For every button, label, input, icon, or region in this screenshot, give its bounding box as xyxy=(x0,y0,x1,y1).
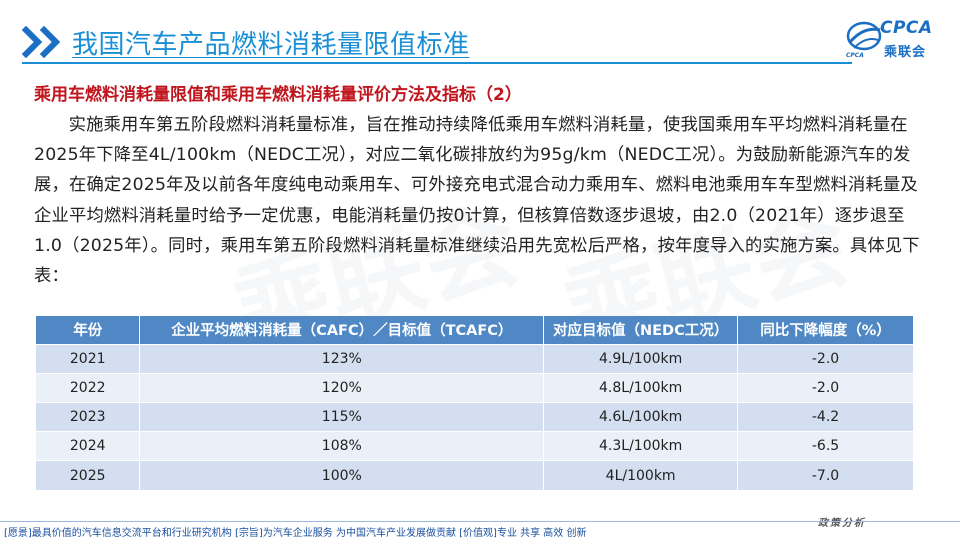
page-title: 我国汽车产品燃料消耗量限值标准 xyxy=(72,30,470,60)
cell-target: 4L/100km xyxy=(543,460,739,490)
table-row: 2025 100% 4L/100km -7.0 xyxy=(36,460,914,490)
cell-target: 4.3L/100km xyxy=(543,431,739,461)
table-row: 2024 108% 4.3L/100km -6.5 xyxy=(36,431,914,461)
cell-drop: -2.0 xyxy=(737,343,914,374)
cell-ratio: 123% xyxy=(139,343,545,374)
logo-text-en: CPCA xyxy=(880,18,933,38)
fuel-consumption-table: 年份 企业平均燃料消耗量（CAFC）／目标值（TCAFC） 对应目标值（NEDC… xyxy=(36,316,914,490)
header-divider xyxy=(22,62,852,64)
footer-mission-text: [愿景]最具价值的汽车信息交流平台和行业研究机构 [宗旨]为汽车企业服务 为中国… xyxy=(4,528,587,539)
table-header-row: 年份 企业平均燃料消耗量（CAFC）／目标值（TCAFC） 对应目标值（NEDC… xyxy=(36,316,914,344)
cell-ratio: 120% xyxy=(139,372,545,403)
logo-text-cn: 乘联会 xyxy=(884,45,927,60)
cell-drop: -4.2 xyxy=(737,401,914,432)
header-year: 年份 xyxy=(36,316,141,344)
logo-subtext: CPCA xyxy=(846,52,864,59)
table-row: 2022 120% 4.8L/100km -2.0 xyxy=(36,372,914,403)
body-paragraph: 实施乘用车第五阶段燃料消耗量标准，旨在推动持续降低乘用车燃料消耗量，使我国乘用车… xyxy=(34,115,920,287)
globe-swoosh-icon xyxy=(846,21,882,51)
cell-year: 2025 xyxy=(36,460,141,490)
header-cafc-ratio: 企业平均燃料消耗量（CAFC）／目标值（TCAFC） xyxy=(139,316,545,344)
section-subtitle: 乘用车燃料消耗量限值和乘用车燃料消耗量评价方法及指标（2） xyxy=(34,85,522,105)
cpca-logo: CPCA 乘联会 CPCA xyxy=(844,14,944,64)
cell-target: 4.9L/100km xyxy=(543,343,739,374)
footer-divider xyxy=(0,521,960,522)
cell-target: 4.8L/100km xyxy=(543,372,739,403)
cell-year: 2024 xyxy=(36,431,141,461)
cell-ratio: 108% xyxy=(139,431,545,461)
cell-target: 4.6L/100km xyxy=(543,401,739,432)
cell-year: 2023 xyxy=(36,401,141,432)
cell-year: 2021 xyxy=(36,343,141,374)
header: 我国汽车产品燃料消耗量限值标准 CPCA 乘联会 CPCA xyxy=(0,0,960,68)
cell-drop: -7.0 xyxy=(737,460,914,490)
cell-year: 2022 xyxy=(36,372,141,403)
table-row: 2023 115% 4.6L/100km -4.2 xyxy=(36,401,914,432)
header-yoy-drop: 同比下降幅度（%） xyxy=(737,316,914,344)
header-nedc-target: 对应目标值（NEDC工况） xyxy=(543,316,739,344)
cell-ratio: 100% xyxy=(139,460,545,490)
cell-drop: -2.0 xyxy=(737,372,914,403)
double-chevron-icon xyxy=(22,26,61,58)
table-row: 2021 123% 4.9L/100km -2.0 xyxy=(36,343,914,374)
cell-drop: -6.5 xyxy=(737,431,914,461)
footer-signature: 政策分析 xyxy=(818,518,866,529)
cell-ratio: 115% xyxy=(139,401,545,432)
